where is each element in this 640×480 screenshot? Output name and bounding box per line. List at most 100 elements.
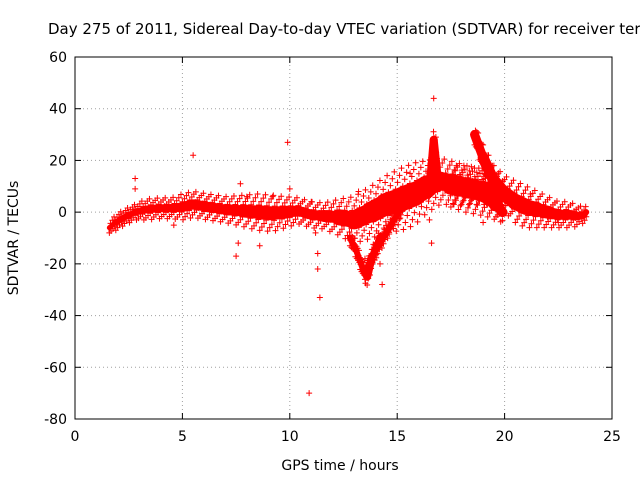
data-point <box>358 198 365 205</box>
data-point <box>581 207 588 214</box>
data-point <box>433 149 440 156</box>
data-point <box>468 163 475 170</box>
data-point <box>375 243 382 250</box>
data-point <box>377 215 384 222</box>
data-point <box>380 186 387 193</box>
data-point <box>281 199 288 206</box>
data-point <box>569 200 576 207</box>
outlier-point <box>132 185 139 192</box>
data-point <box>336 203 343 210</box>
data-point <box>340 223 347 230</box>
data-point <box>446 162 453 169</box>
data-point <box>377 242 384 249</box>
data-point <box>382 179 389 186</box>
outlier-point <box>355 188 362 195</box>
data-point <box>386 230 393 237</box>
data-point <box>353 197 360 204</box>
data-point <box>433 176 440 183</box>
data-point <box>394 203 401 210</box>
data-point <box>345 198 352 205</box>
data-point <box>452 167 459 174</box>
data-point <box>399 183 406 190</box>
data-point <box>516 213 523 220</box>
data-point <box>450 183 457 190</box>
data-point <box>329 213 336 220</box>
data-point <box>288 222 295 229</box>
data-point <box>469 196 476 203</box>
outlier-point <box>555 219 562 226</box>
data-point <box>537 217 544 224</box>
data-point <box>411 209 418 216</box>
data-point <box>530 217 537 224</box>
outlier-point <box>372 201 379 208</box>
data-point <box>410 191 417 198</box>
data-point <box>360 192 367 199</box>
data-point <box>510 177 517 184</box>
data-point <box>400 200 407 207</box>
data-point <box>473 136 480 143</box>
data-point <box>385 220 392 227</box>
data-point <box>256 227 263 234</box>
data-point <box>352 216 359 223</box>
data-point <box>531 202 538 209</box>
data-point <box>396 208 403 215</box>
data-point <box>449 170 456 177</box>
outlier-point <box>190 152 197 159</box>
data-point <box>582 210 589 217</box>
data-point <box>177 191 184 198</box>
data-point <box>363 271 370 278</box>
data-point <box>514 216 521 223</box>
outlier-point <box>306 390 313 397</box>
data-point <box>185 189 192 196</box>
data-point <box>393 228 400 235</box>
data-point <box>364 282 371 289</box>
data-point <box>253 205 260 212</box>
outlier-point <box>284 139 291 146</box>
data-point <box>397 190 404 197</box>
data-point <box>238 204 245 211</box>
data-point <box>184 200 191 207</box>
data-point <box>539 191 546 198</box>
outlier-point <box>314 250 321 257</box>
data-point <box>384 235 391 242</box>
data-point <box>324 199 331 206</box>
data-point <box>503 173 510 180</box>
data-point <box>238 192 245 199</box>
data-point <box>182 203 189 210</box>
data-point <box>453 162 460 169</box>
y-tick-label: 60 <box>49 50 67 66</box>
data-point <box>273 199 280 206</box>
data-point <box>480 141 487 148</box>
data-point <box>392 214 399 221</box>
data-point <box>373 254 380 261</box>
data-point <box>117 208 124 215</box>
plot-frame <box>74 56 613 420</box>
data-point <box>421 174 428 181</box>
data-point <box>516 196 523 203</box>
data-point <box>454 175 461 182</box>
outlier-point <box>432 134 439 141</box>
data-point <box>274 223 281 230</box>
data-point <box>389 222 396 229</box>
data-point <box>180 206 187 213</box>
data-point <box>456 189 463 196</box>
data-point <box>357 218 364 225</box>
data-point <box>265 213 272 220</box>
data-point <box>400 226 407 233</box>
data-point <box>395 197 402 204</box>
data-point <box>582 203 589 210</box>
data-point <box>378 235 385 242</box>
data-point <box>335 217 342 224</box>
data-point <box>475 129 482 136</box>
data-point <box>447 203 454 210</box>
data-point <box>131 201 138 208</box>
data-point <box>523 200 530 207</box>
data-point <box>427 175 434 182</box>
data-point <box>432 144 439 151</box>
data-point <box>432 194 439 201</box>
data-point <box>444 165 451 172</box>
data-point <box>434 188 441 195</box>
data-point <box>387 182 394 189</box>
data-point <box>348 225 355 232</box>
data-point <box>373 247 380 254</box>
